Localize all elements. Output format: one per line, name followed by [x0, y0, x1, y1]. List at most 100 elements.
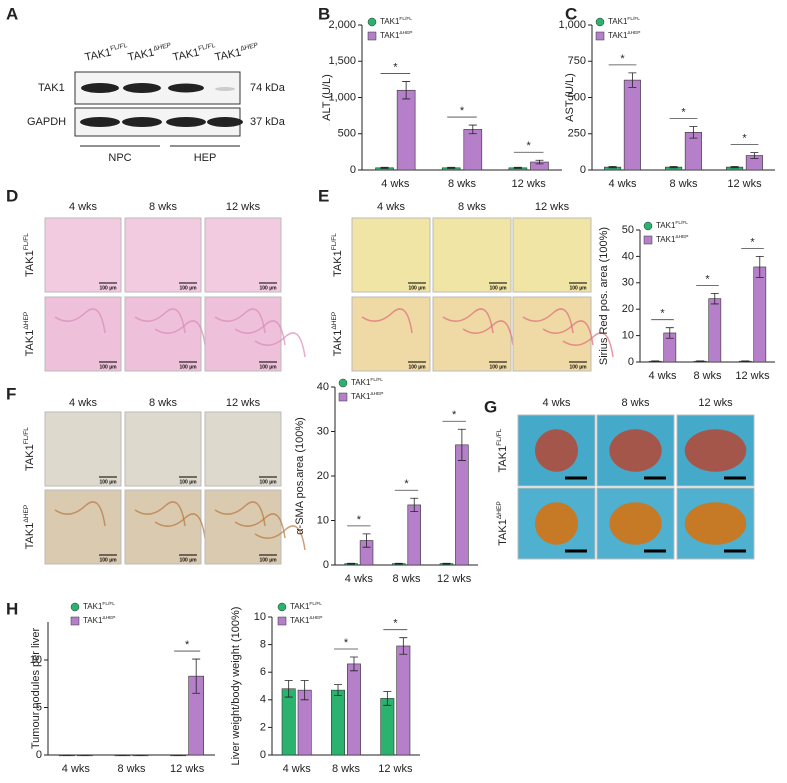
y-tick-label: 5 — [36, 701, 42, 713]
panel-label: C — [565, 4, 577, 23]
genotype-label: TAK1ΔHEP — [23, 504, 36, 549]
name: TAK1 — [656, 221, 676, 230]
y-tick-label: 750 — [568, 55, 586, 67]
significance-star: * — [742, 133, 747, 145]
scale-bar-label: 100 µm — [179, 479, 197, 485]
error-bar — [362, 533, 371, 548]
error-bar — [513, 166, 522, 169]
superscript: ΔHEP — [331, 311, 338, 330]
genotype-label: TAK1FL/FL — [290, 601, 322, 611]
scale-bar-label: 100 µm — [569, 285, 587, 291]
stain — [462, 320, 514, 346]
panel-label: F — [6, 384, 16, 403]
superscript: ΔHEP — [370, 391, 383, 397]
error-bar — [394, 562, 403, 565]
error-bar — [383, 691, 392, 706]
x-tick-label: 8 wks — [693, 370, 722, 382]
row-label: GAPDH — [27, 116, 66, 128]
column-header: 8 wks — [149, 397, 178, 409]
y-tick-label: 10 — [622, 330, 634, 342]
y-tick-label: 500 — [568, 91, 586, 103]
error-bar — [468, 124, 477, 135]
genotype-label: TAK1FL/FL — [84, 42, 130, 64]
y-tick-label: 50 — [622, 224, 634, 236]
bands — [80, 83, 243, 127]
genotype-label: TAK1FL/FL — [351, 377, 383, 387]
liver — [684, 429, 747, 472]
y-axis-label: ALT (U/L) — [321, 74, 333, 121]
image — [124, 296, 202, 372]
name: TAK1 — [83, 616, 103, 625]
genotype-label: TAK1ΔHEP — [351, 391, 384, 401]
column-header: 12 wks — [535, 201, 570, 213]
column-header: 8 wks — [458, 201, 487, 213]
column-header: 12 wks — [226, 201, 261, 213]
legend-swatch — [643, 235, 653, 245]
y-tick-label: 1,000 — [328, 91, 356, 103]
stain — [542, 320, 594, 346]
genotype-label: TAK1ΔHEP — [331, 311, 344, 356]
x-tick-label: 8 wks — [117, 763, 146, 775]
liver — [684, 502, 747, 545]
name: TAK1 — [214, 46, 243, 63]
x-tick-label: 12 wks — [735, 370, 770, 382]
scale-bar-label: 100 µm — [489, 364, 507, 370]
superscript: ΔHEP — [399, 30, 412, 36]
image — [432, 217, 512, 293]
error-bar — [651, 360, 660, 362]
y-tick-label: 0 — [580, 164, 586, 176]
superscript: FL/FL — [198, 42, 217, 52]
significance-star: * — [344, 637, 349, 649]
name: TAK1 — [84, 46, 113, 63]
scale-bar-label: 100 µm — [99, 364, 117, 370]
legend-swatch — [367, 17, 377, 27]
significance-star: * — [660, 308, 665, 320]
stain — [234, 320, 286, 346]
image — [44, 217, 122, 293]
error-bar — [535, 159, 544, 165]
error-bar — [750, 152, 759, 159]
name: TAK1 — [24, 250, 36, 277]
name: TAK1 — [656, 235, 676, 244]
significance-star: * — [185, 639, 190, 651]
liver — [534, 429, 579, 472]
image — [512, 296, 592, 372]
bar — [396, 645, 411, 756]
y-tick-label: 20 — [622, 303, 634, 315]
name: TAK1 — [608, 17, 628, 26]
significance-star: * — [527, 140, 532, 152]
image — [44, 489, 122, 565]
stain — [234, 513, 286, 539]
stain — [522, 308, 574, 334]
error-bar — [410, 497, 419, 512]
column-header: 8 wks — [621, 397, 650, 409]
error-bar — [696, 360, 705, 362]
genotype-label: TAK1ΔHEP — [656, 234, 689, 244]
stain — [254, 525, 306, 551]
y-axis-label: α-SMA pos.area (100%) — [294, 417, 306, 535]
bar — [753, 266, 767, 363]
superscript: ΔHEP — [627, 30, 640, 36]
y-tick-label: 10 — [30, 654, 42, 666]
scale-bar-label: 100 µm — [99, 479, 117, 485]
y-tick-label: 2,000 — [328, 19, 356, 31]
liver — [534, 502, 579, 545]
error-bar — [741, 360, 750, 362]
group-label: NPC — [108, 152, 131, 164]
column-header: 4 wks — [69, 397, 98, 409]
panel-label: E — [318, 186, 329, 205]
error-bar — [442, 562, 451, 565]
significance-star: * — [460, 105, 465, 117]
superscript: FL/FL — [627, 16, 640, 22]
name: TAK1 — [332, 330, 344, 357]
bar — [396, 89, 416, 171]
x-tick-label: 8 wks — [448, 178, 477, 190]
x-tick-label: 4 wks — [381, 178, 410, 190]
superscript: ΔHEP — [102, 615, 115, 621]
genotype-label: TAK1FL/FL — [331, 233, 344, 277]
legend-swatch — [277, 602, 287, 612]
y-tick-label: 30 — [622, 277, 634, 289]
image — [204, 217, 282, 293]
significance-star: * — [681, 106, 686, 118]
name: TAK1 — [497, 519, 509, 546]
